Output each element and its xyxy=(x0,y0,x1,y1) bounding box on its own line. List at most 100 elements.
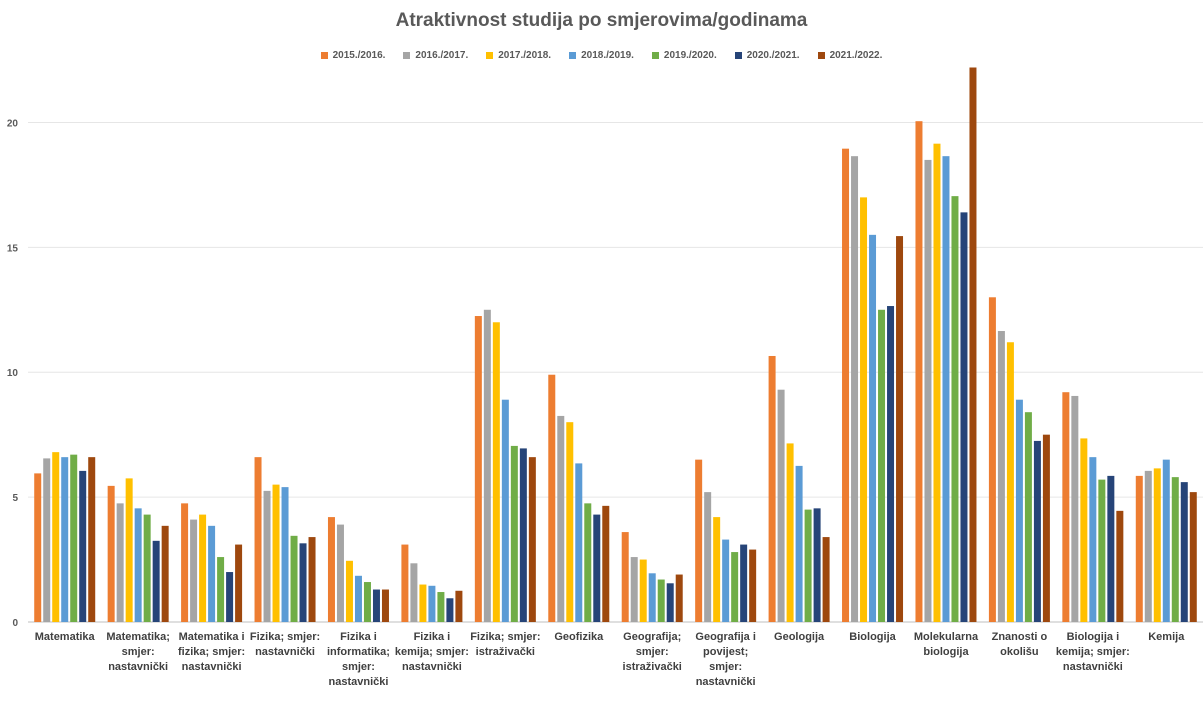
bar xyxy=(217,557,225,622)
bar xyxy=(731,552,739,622)
bar xyxy=(878,309,886,622)
bar xyxy=(548,374,556,622)
category-label: informatika; xyxy=(327,646,390,658)
category-label: nastavnički xyxy=(108,661,168,673)
bar xyxy=(648,573,656,622)
bar xyxy=(1153,468,1161,622)
legend-label: 2019./2020. xyxy=(663,50,717,61)
bar xyxy=(988,297,996,622)
category-label: nastavnički xyxy=(182,661,242,673)
bar xyxy=(795,465,803,622)
bar xyxy=(804,509,812,622)
legend-swatch xyxy=(320,52,328,59)
category-label: Znanosti o xyxy=(992,631,1048,643)
bar xyxy=(143,514,151,622)
bar xyxy=(860,197,868,622)
bar xyxy=(951,196,959,622)
legend-swatch xyxy=(403,52,411,59)
y-tick-label: 15 xyxy=(7,243,19,254)
bar xyxy=(960,212,968,622)
legend-item: 2017./2018. xyxy=(486,50,551,61)
bar xyxy=(1033,440,1041,622)
bar xyxy=(272,484,280,622)
bar xyxy=(372,589,380,622)
bar xyxy=(52,452,60,622)
bar xyxy=(851,156,859,623)
category-label: okolišu xyxy=(1000,646,1039,658)
bar xyxy=(263,490,271,622)
bar xyxy=(1062,392,1070,622)
bar xyxy=(896,236,904,623)
bar xyxy=(1015,399,1023,622)
bar xyxy=(1089,457,1097,622)
bar xyxy=(704,492,712,622)
bar xyxy=(695,459,703,622)
category-label: nastavnički xyxy=(329,676,389,688)
y-tick-label: 20 xyxy=(7,118,19,129)
bar xyxy=(1189,492,1197,622)
bar xyxy=(777,389,785,622)
bar xyxy=(869,234,877,622)
category-label: Matematika xyxy=(35,631,96,643)
bar xyxy=(1080,438,1088,622)
legend-swatch xyxy=(569,52,577,59)
legend-swatch xyxy=(734,52,742,59)
bar xyxy=(621,532,629,622)
bar xyxy=(519,448,527,622)
y-tick-label: 5 xyxy=(12,493,18,504)
category-label: Biologija xyxy=(849,631,896,643)
category-label: smjer: xyxy=(342,661,375,673)
category-label: fizika; smjer: xyxy=(178,646,245,658)
category-label: Fizika; smjer: xyxy=(470,631,540,643)
bar xyxy=(428,585,436,622)
bar xyxy=(575,463,583,622)
bar xyxy=(299,543,307,622)
bar xyxy=(740,544,748,622)
category-label: smjer: xyxy=(122,646,155,658)
y-tick-label: 0 xyxy=(12,618,18,629)
legend-label: 2021./2022. xyxy=(829,50,883,61)
legend-item: 2019./2020. xyxy=(651,50,717,61)
chart-title: Atraktivnost studija po smjerovima/godin… xyxy=(395,10,808,31)
bar xyxy=(446,598,454,622)
bar xyxy=(657,579,665,622)
category-label: Molekularna xyxy=(914,631,979,643)
bar xyxy=(401,544,409,622)
bar xyxy=(134,508,142,622)
legend-label: 2016./2017. xyxy=(415,50,469,61)
category-label: smjer: xyxy=(636,646,669,658)
bar xyxy=(492,322,500,622)
bar xyxy=(61,457,69,622)
category-label: Geografija i xyxy=(695,631,756,643)
bar xyxy=(557,415,565,622)
bar xyxy=(749,549,757,622)
bar xyxy=(125,478,133,622)
bar xyxy=(254,457,262,622)
bar xyxy=(933,143,941,623)
legend-swatch xyxy=(486,52,494,59)
bar xyxy=(786,443,794,622)
bar xyxy=(410,563,418,622)
bar xyxy=(584,503,592,622)
category-label: istraživački xyxy=(476,646,535,658)
legend-label: 2015./2016. xyxy=(332,50,386,61)
category-label: nastavnički xyxy=(696,676,756,688)
bar xyxy=(363,582,371,622)
bar xyxy=(455,590,463,622)
category-label: Geofizika xyxy=(554,631,604,643)
bar xyxy=(327,517,335,622)
bar xyxy=(419,584,427,622)
category-label: smjer: xyxy=(709,661,742,673)
bar xyxy=(281,487,289,622)
bar xyxy=(437,592,445,622)
bar xyxy=(997,331,1005,622)
legend-swatch xyxy=(651,52,659,59)
category-label: nastavnički xyxy=(255,646,315,658)
bar xyxy=(639,559,647,622)
legend-item: 2015./2016. xyxy=(320,50,386,61)
category-label: kemija; smjer: xyxy=(1056,646,1130,658)
bar xyxy=(768,355,776,622)
bar xyxy=(566,422,574,622)
bar xyxy=(336,524,344,622)
